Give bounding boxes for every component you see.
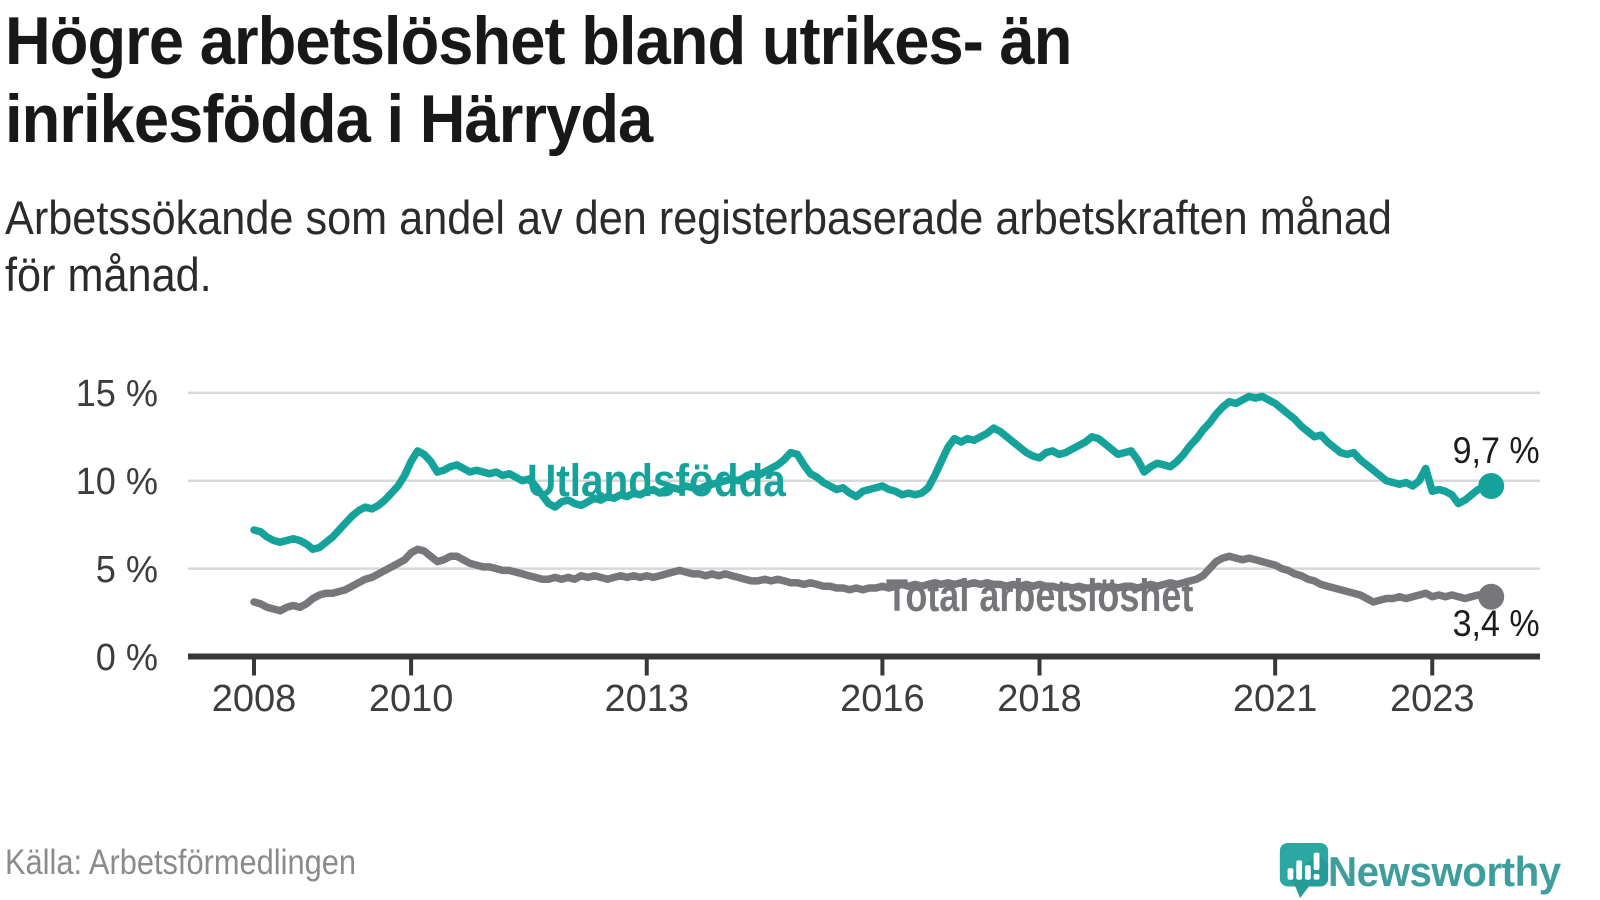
end-value-label-utlandsfodda: 9,7 % xyxy=(1452,430,1540,471)
page-title-line-2: inrikesfödda i Härryda xyxy=(5,81,653,157)
source-note: Källa: Arbetsförmedlingen xyxy=(5,843,356,882)
y-axis-label-0: 0 % xyxy=(95,636,158,679)
x-axis-label-2016: 2016 xyxy=(840,678,925,720)
x-axis-label-2013: 2013 xyxy=(604,678,690,720)
x-axis-label-2010: 2010 xyxy=(368,678,454,720)
series-line-total-arbetsloshet xyxy=(250,545,1495,615)
y-axis-label-5: 5 % xyxy=(95,548,158,591)
x-axis-label-2018: 2018 xyxy=(997,678,1082,720)
series-label-total-arbetsloshet: Total arbetslöshet xyxy=(886,570,1194,621)
x-axis-ticks xyxy=(252,659,1435,676)
chart-subtitle-line-1: Arbetssökande som andel av den registerb… xyxy=(5,191,1392,244)
newsworthy-logo-icon xyxy=(1279,843,1329,899)
y-axis-label-10: 10 % xyxy=(75,460,158,503)
gridlines xyxy=(188,391,1540,570)
x-axis-label-2021: 2021 xyxy=(1232,678,1318,720)
chart-subtitle-line-2: för månad. xyxy=(5,248,212,301)
series-end-dot-utlandsfodda xyxy=(1478,473,1505,499)
x-axis-label-2023: 2023 xyxy=(1389,678,1475,720)
series-label-utlandsfodda: Utlandsfödda xyxy=(527,455,786,506)
end-value-label-total: 3,4 % xyxy=(1452,603,1540,644)
series-line-utlandsfodda xyxy=(250,392,1495,554)
y-axis-label-15: 15 % xyxy=(75,372,158,415)
page-title-line-1: Högre arbetslöshet bland utrikes- än xyxy=(5,3,1072,79)
newsworthy-brand-name: Newsworthy xyxy=(1328,848,1561,895)
series-end-dot-total xyxy=(1478,583,1505,610)
x-axis-label-2008: 2008 xyxy=(211,678,297,720)
